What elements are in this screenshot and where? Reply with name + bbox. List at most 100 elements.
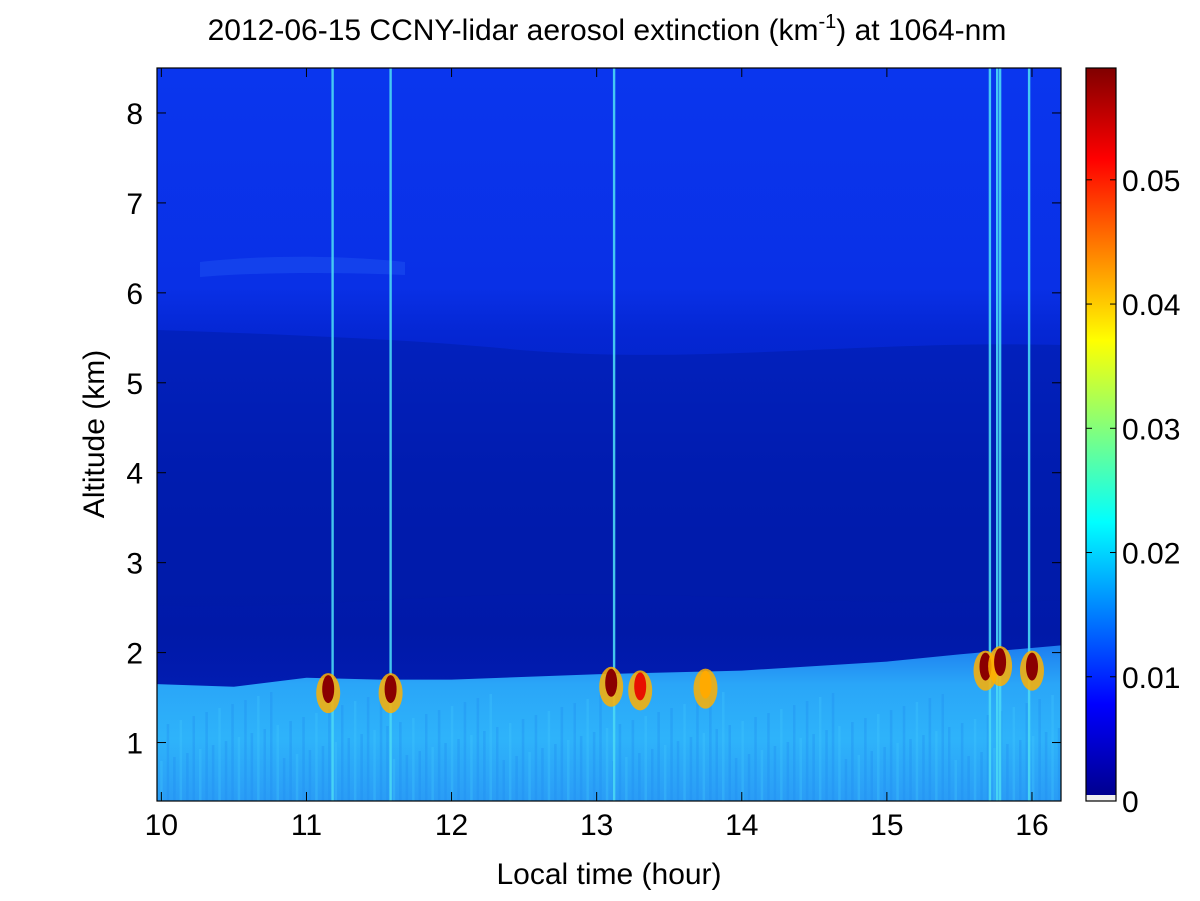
boundary-layer-texture — [941, 694, 944, 801]
boundary-layer-texture — [211, 745, 215, 801]
boundary-layer-texture — [1006, 744, 1009, 801]
boundary-layer-texture — [386, 726, 389, 801]
y-axis-ticks: 1 2 3 4 5 6 7 8 — [126, 98, 1061, 761]
boundary-layer-texture — [250, 733, 254, 801]
boundary-layer-texture — [425, 714, 428, 801]
heatmap-area — [157, 68, 1061, 801]
boundary-layer-texture — [515, 756, 518, 801]
boundary-layer-texture — [276, 725, 279, 801]
boundary-layer-texture — [328, 709, 331, 801]
boundary-layer-texture — [960, 723, 964, 801]
cloud-patches — [316, 646, 1044, 714]
boundary-layer-texture — [160, 761, 163, 801]
boundary-layer-texture — [709, 696, 712, 801]
vertical-streak — [1027, 68, 1031, 801]
cloud-patch — [979, 652, 992, 681]
y-tick-label: 2 — [126, 638, 143, 671]
boundary-layer-texture — [793, 705, 796, 801]
boundary-layer-texture — [586, 699, 589, 801]
boundary-layer-texture — [631, 720, 635, 801]
y-tick-label: 8 — [126, 98, 143, 131]
boundary-layer-texture — [347, 738, 350, 801]
y-tick-label: 7 — [126, 188, 143, 221]
boundary-layer-texture — [295, 754, 299, 801]
colorbar-tick-label: 0.04 — [1122, 289, 1180, 322]
title-superscript: -1 — [818, 11, 836, 33]
boundary-layer-texture — [722, 692, 725, 801]
boundary-layer-texture — [618, 724, 622, 801]
boundary-layer-texture — [818, 697, 822, 801]
boundary-layer-texture — [392, 759, 396, 801]
y-tick-label: 6 — [126, 278, 143, 311]
boundary-layer-texture — [521, 719, 525, 801]
y-axis-label: Altitude (km) — [78, 350, 111, 518]
cloud-patch — [699, 670, 712, 699]
boundary-layer-texture — [728, 725, 731, 801]
boundary-layer-texture — [980, 752, 983, 801]
vertical-streak — [996, 68, 999, 801]
boundary-layer-texture — [205, 712, 208, 801]
x-tick-label: 14 — [725, 809, 758, 842]
boundary-layer-texture — [877, 714, 880, 801]
boundary-layer-texture — [334, 742, 338, 801]
boundary-layer-texture — [231, 704, 234, 801]
boundary-layer-texture — [341, 705, 344, 801]
boundary-layer-texture — [366, 697, 370, 801]
boundary-layer-texture — [825, 730, 828, 801]
boundary-layer-texture — [282, 758, 286, 801]
boundary-layer-texture — [199, 749, 202, 801]
vertical-streak — [988, 68, 992, 801]
boundary-layer-texture — [412, 718, 415, 801]
boundary-layer-texture — [683, 704, 686, 801]
boundary-layer-texture — [547, 711, 551, 801]
boundary-layer-texture — [857, 755, 861, 801]
boundary-layer-texture — [483, 731, 486, 801]
boundary-layer-texture — [186, 753, 189, 801]
chart-title: 2012-06-15 CCNY-lidar aerosol extinction… — [208, 11, 1007, 47]
boundary-layer-texture — [734, 758, 738, 801]
aloft-aerosol-layer — [157, 330, 1061, 607]
boundary-layer-texture — [1025, 703, 1028, 801]
y-tick-label: 1 — [126, 728, 143, 761]
boundary-layer-texture — [715, 729, 718, 801]
boundary-layer-texture — [573, 703, 576, 801]
boundary-layer-texture — [844, 759, 848, 801]
boundary-layer-texture — [1019, 740, 1022, 801]
colorbar-lowest-swatch — [1086, 795, 1116, 801]
boundary-layer-texture — [812, 734, 815, 801]
vertical-streak — [389, 68, 392, 801]
colorbar-frame — [1085, 67, 1117, 802]
boundary-layer-texture — [528, 752, 531, 801]
boundary-layer-texture — [567, 740, 570, 801]
boundary-layer-texture — [489, 694, 492, 801]
boundary-layer-texture — [1038, 699, 1041, 801]
title-suffix: ) at 1064-nm — [836, 14, 1006, 47]
boundary-layer-texture — [405, 755, 409, 801]
boundary-layer-texture — [1044, 732, 1048, 801]
boundary-layer-texture — [592, 732, 596, 801]
boundary-layer-texture — [237, 737, 241, 801]
boundary-layer-texture — [444, 743, 447, 801]
cloud-patch — [605, 668, 618, 697]
boundary-layer-texture — [760, 750, 764, 801]
plot-frame — [156, 67, 1062, 802]
boundary-layer-texture — [967, 756, 970, 801]
colorbar-tick-label: 0 — [1122, 786, 1139, 819]
boundary-layer-texture — [883, 747, 886, 801]
boundary-layer-texture — [560, 707, 564, 801]
x-axis-ticks: 10 11 12 13 14 15 16 — [145, 68, 1049, 842]
colorbar-scale — [1086, 68, 1116, 795]
x-tick-label: 11 — [291, 809, 322, 842]
boundary-layer-texture — [896, 743, 899, 801]
boundary-layer-texture — [470, 735, 473, 801]
boundary-layer-texture — [599, 695, 602, 801]
vertical-streak — [331, 68, 334, 801]
boundary-layer-texture — [605, 728, 609, 801]
boundary-layer-texture — [289, 721, 292, 801]
colorbar-tick-label: 0.03 — [1122, 413, 1180, 446]
cloud-patch — [384, 675, 397, 704]
boundary-layer-texture — [450, 706, 454, 801]
boundary-layer-texture — [192, 716, 195, 801]
boundary-layer-texture — [534, 715, 538, 801]
